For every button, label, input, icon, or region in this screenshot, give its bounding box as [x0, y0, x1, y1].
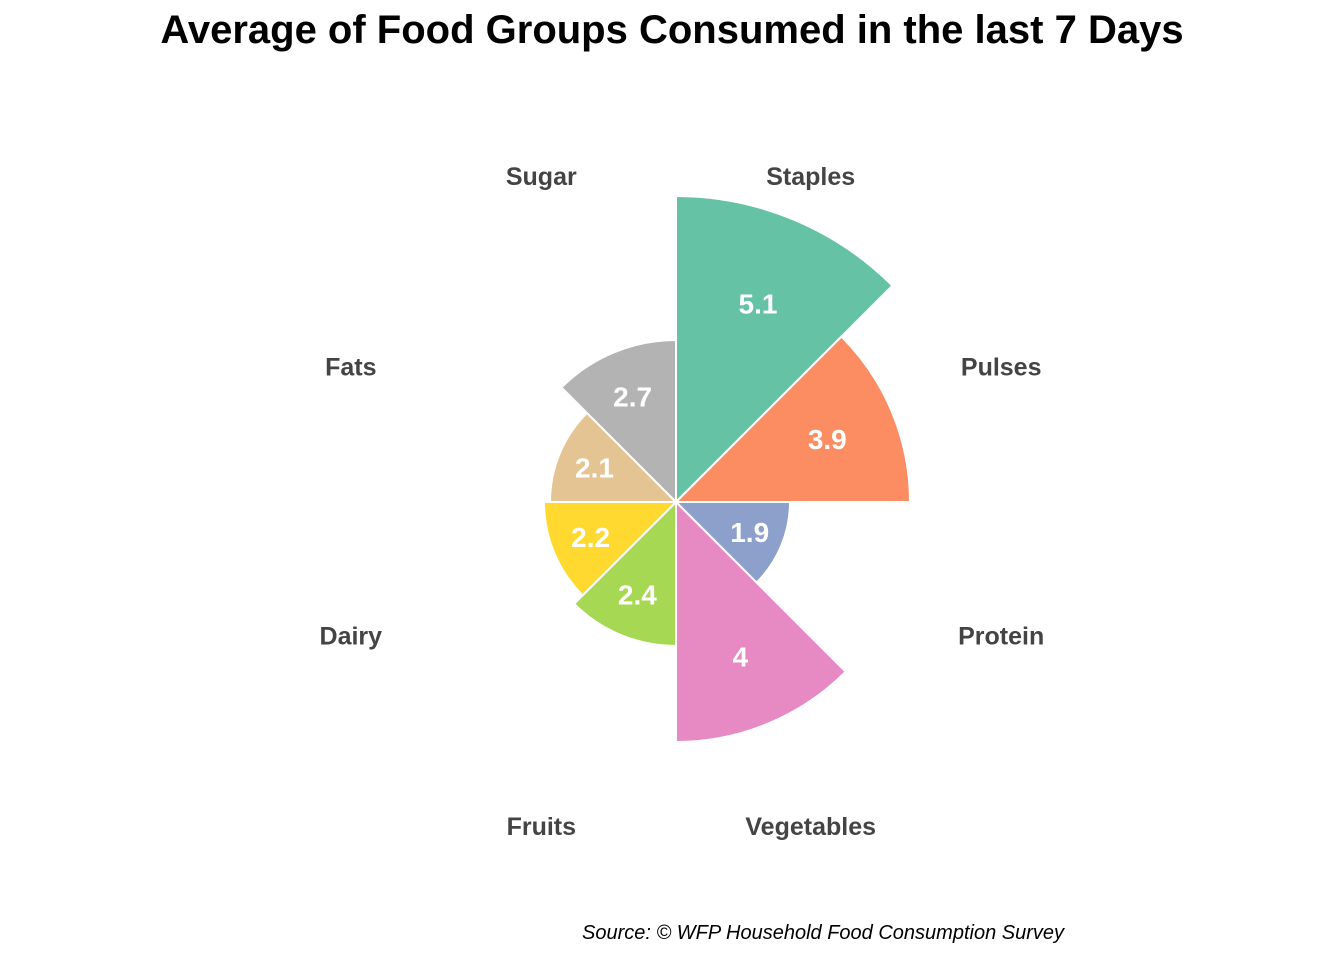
category-label-dairy: Dairy [320, 623, 383, 651]
value-label-pulses: 3.9 [808, 424, 847, 455]
value-label-staples: 5.1 [739, 289, 778, 320]
category-label-group: Staples Pulses Protein Vegetables Fruits Dair… [320, 163, 1045, 841]
wedge-protein [673, 501, 792, 585]
chart-source-caption: Source: © WFP Household Food Consumption… [582, 922, 1064, 944]
value-label-fats: 2.1 [575, 453, 614, 484]
wedge-pulses [673, 335, 912, 503]
value-label-sugar: 2.7 [613, 382, 652, 413]
wedge-vegetables [675, 499, 848, 744]
category-label-pulses: Pulses [961, 353, 1042, 381]
chart-title: Average of Food Groups Consumed in the l… [160, 8, 1184, 52]
category-label-protein: Protein [958, 623, 1044, 651]
value-label-group: 5.1 3.9 1.9 4 2.4 2.2 2.1 2.7 [571, 289, 847, 673]
value-label-vegetables: 4 [733, 642, 749, 673]
wedge-sugar [560, 338, 677, 505]
wedge-staples [675, 194, 894, 505]
value-label-protein: 1.9 [730, 517, 769, 548]
category-label-fruits: Fruits [507, 813, 576, 841]
category-label-vegetables: Vegetables [745, 813, 876, 841]
category-label-fats: Fats [325, 353, 376, 381]
category-label-staples: Staples [766, 163, 855, 191]
wedge-group [542, 194, 912, 744]
wedge-fats [548, 411, 679, 503]
value-label-dairy: 2.2 [571, 522, 610, 553]
category-label-sugar: Sugar [506, 163, 577, 191]
wedge-dairy [542, 501, 679, 597]
value-label-fruits: 2.4 [618, 580, 657, 611]
wedge-fruits [572, 499, 677, 648]
